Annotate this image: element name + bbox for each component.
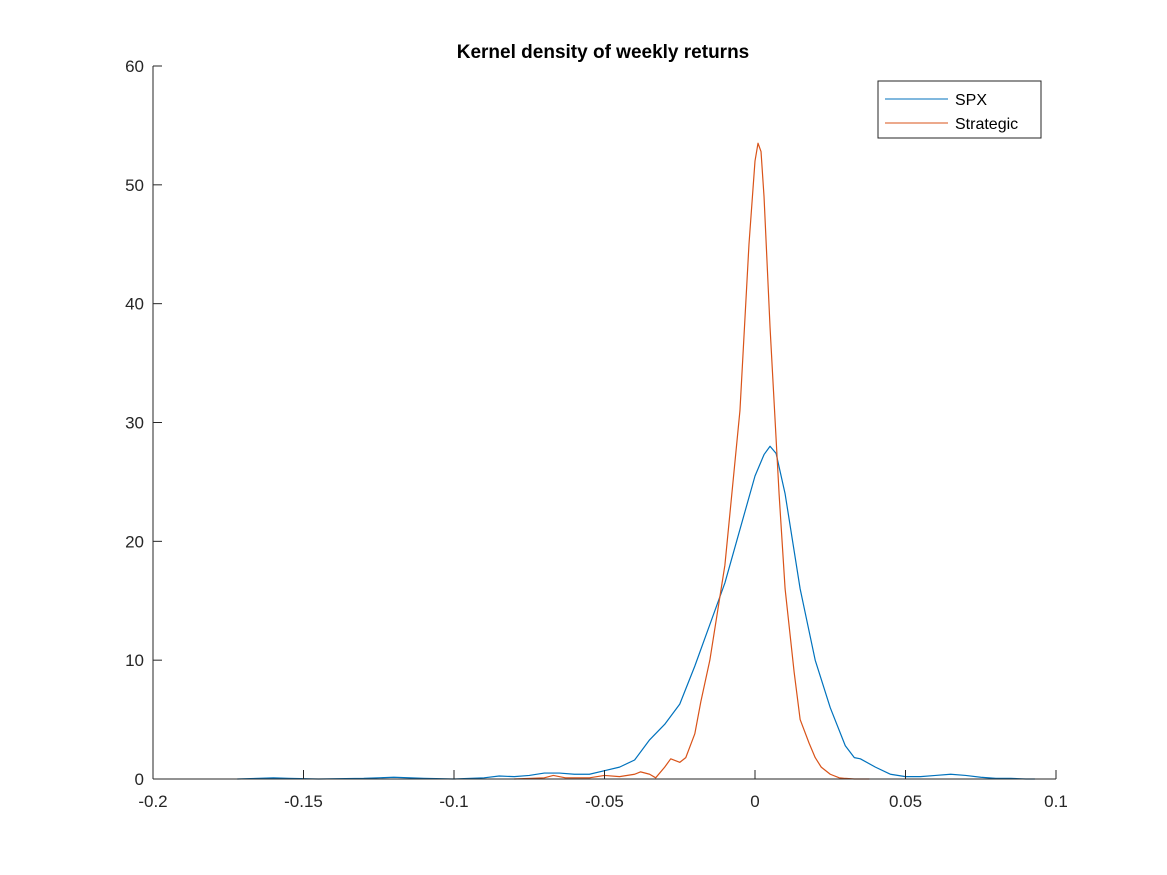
legend-box xyxy=(877,80,1042,139)
series-line-spx xyxy=(237,445,1035,780)
y-tick-label: 10 xyxy=(125,651,144,670)
chart-title: Kernel density of weekly returns xyxy=(457,42,750,63)
y-tick-label: 40 xyxy=(125,295,144,314)
legend-label-spx: SPX xyxy=(955,92,987,109)
x-tick-label: -0.2 xyxy=(138,792,167,811)
x-tick-label: -0.1 xyxy=(439,792,468,811)
legend-label-strategic: Strategic xyxy=(955,116,1018,133)
y-tick-label: 30 xyxy=(125,414,144,433)
ticks: -0.2 -0.15 -0.1 -0.05 0 0.05 0.1 0 10 20 30 40 50 60 xyxy=(125,57,1068,811)
x-tick-label: 0 xyxy=(750,792,759,811)
y-tick-label: 20 xyxy=(125,532,144,551)
x-tick-label: 0.05 xyxy=(889,792,922,811)
y-tick-label: 60 xyxy=(125,57,144,76)
legend: SPX Strategic xyxy=(877,80,1042,139)
x-tick-label: -0.15 xyxy=(284,792,323,811)
series-line-strategic xyxy=(514,142,870,780)
x-tick-label: 0.1 xyxy=(1044,792,1068,811)
y-tick-label: 50 xyxy=(125,176,144,195)
axes xyxy=(152,66,1056,780)
plot-lines xyxy=(237,142,1035,780)
x-tick-label: -0.05 xyxy=(585,792,624,811)
y-tick-label: 0 xyxy=(135,770,144,789)
